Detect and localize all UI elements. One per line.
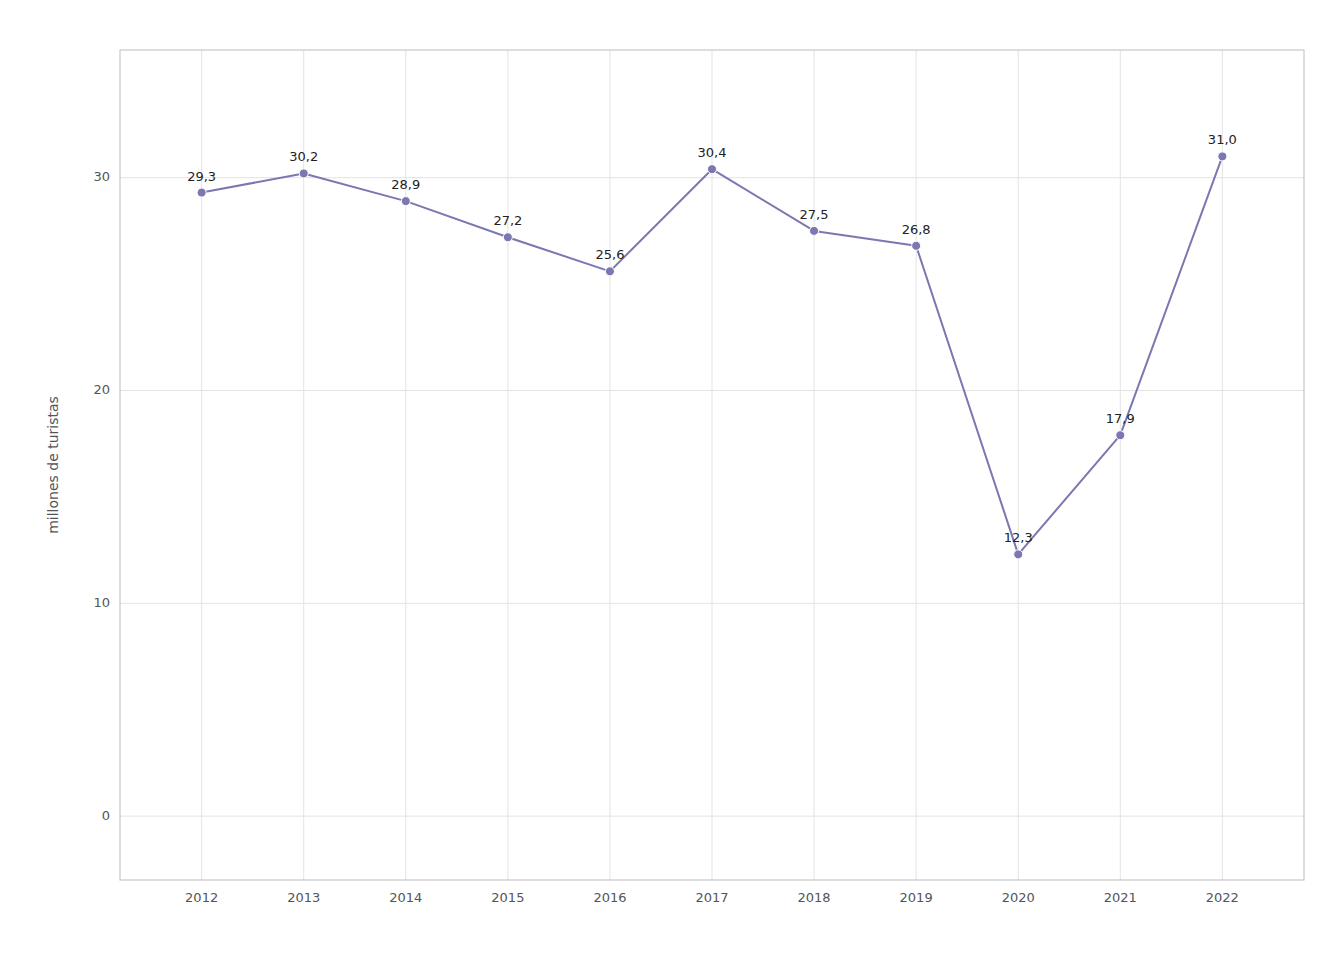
grid-line-x xyxy=(712,50,713,880)
grid-line-x xyxy=(1018,50,1019,880)
data-label: 17,9 xyxy=(1106,411,1135,426)
point xyxy=(708,165,717,174)
x-tick-label: 2017 xyxy=(695,890,728,905)
grid-line-x xyxy=(1120,50,1121,880)
grid-line-x xyxy=(916,50,917,880)
point xyxy=(197,188,206,197)
x-tick-label: 2014 xyxy=(389,890,422,905)
line xyxy=(202,156,1223,554)
plot-frame xyxy=(120,50,1304,880)
data-label: 27,5 xyxy=(800,207,829,222)
x-tick-label: 2016 xyxy=(593,890,626,905)
data-label: 12,3 xyxy=(1004,530,1033,545)
y-tick-label: 20 xyxy=(93,382,110,397)
data-label: 26,8 xyxy=(902,222,931,237)
grid xyxy=(120,50,1304,880)
point xyxy=(605,267,614,276)
x-tick-label: 2013 xyxy=(287,890,320,905)
x-tick-label: 2020 xyxy=(1002,890,1035,905)
point xyxy=(810,226,819,235)
x-tick-label: 2021 xyxy=(1104,890,1137,905)
data-label: 31,0 xyxy=(1208,132,1237,147)
chart-svg: 0 10 20 30 2012 2013 2014 2015 2016 2017 2018 2019 2… xyxy=(0,0,1344,960)
y-tick-label: 0 xyxy=(102,808,110,823)
point xyxy=(299,169,308,178)
data-label: 27,2 xyxy=(493,213,522,228)
point xyxy=(1218,152,1227,161)
point xyxy=(912,241,921,250)
x-tick-label: 2015 xyxy=(491,890,524,905)
data-label: 28,9 xyxy=(391,177,420,192)
grid-line-x xyxy=(1222,50,1223,880)
x-tick-label: 2019 xyxy=(900,890,933,905)
data-label: 29,3 xyxy=(187,169,216,184)
y-axis-label: millones de turistas xyxy=(45,396,61,534)
x-tick-label: 2018 xyxy=(798,890,831,905)
plot-area xyxy=(197,152,1227,559)
data-labels: 29,3 30,2 28,9 27,2 25,6 30,4 27,5 26,8 12,3 17,9… xyxy=(187,132,1237,545)
data-label: 30,2 xyxy=(289,149,318,164)
grid-line-x xyxy=(507,50,508,880)
grid-line-x xyxy=(405,50,406,880)
point xyxy=(503,233,512,242)
x-tick-label: 2012 xyxy=(185,890,218,905)
point xyxy=(1014,550,1023,559)
point xyxy=(401,197,410,206)
point xyxy=(1116,431,1125,440)
chart-container: 0 10 20 30 2012 2013 2014 2015 2016 2017 2018 2019 2… xyxy=(0,0,1344,960)
x-tick-label: 2022 xyxy=(1206,890,1239,905)
data-label: 30,4 xyxy=(698,145,727,160)
y-tick-label: 30 xyxy=(93,169,110,184)
axes: 0 10 20 30 2012 2013 2014 2015 2016 2017 2018 2019 2… xyxy=(93,169,1238,905)
y-tick-label: 10 xyxy=(93,595,110,610)
grid-line-x xyxy=(814,50,815,880)
data-label: 25,6 xyxy=(595,247,624,262)
grid-line-x xyxy=(609,50,610,880)
